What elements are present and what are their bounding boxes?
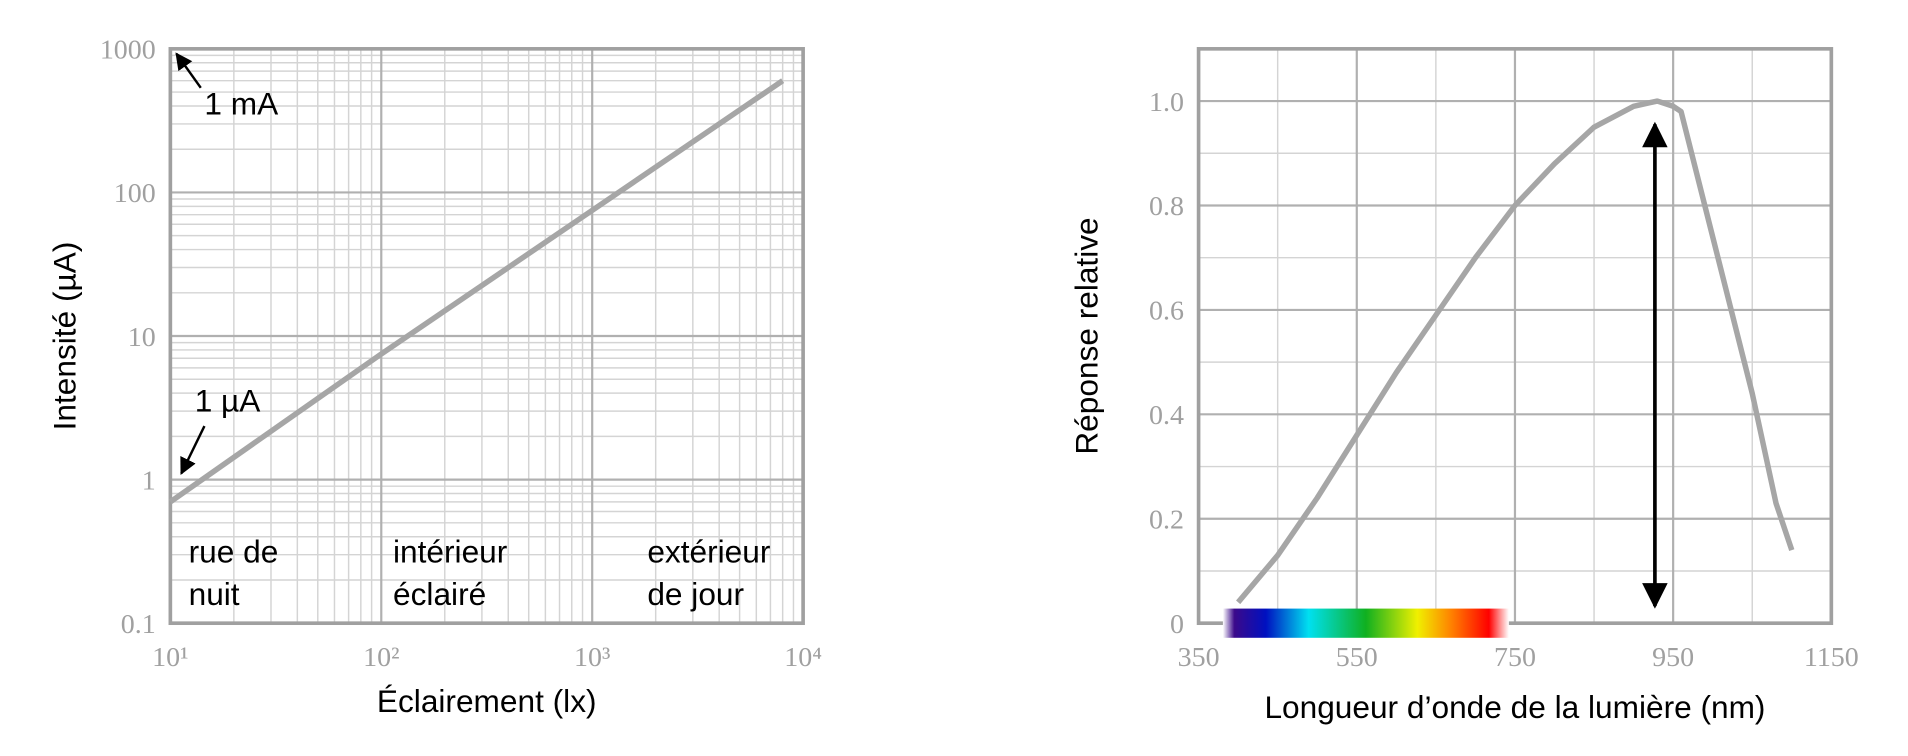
y-tick-label: 1 (142, 465, 156, 496)
region-label: extérieur (647, 533, 770, 569)
x-tick-label: 10³ (574, 642, 610, 673)
region-label: nuit (189, 576, 240, 612)
x-tick-label: 950 (1652, 642, 1694, 673)
region-label: de jour (647, 576, 744, 612)
y-tick-label: 1.0 (1149, 87, 1184, 118)
region-label: éclairé (393, 576, 486, 612)
x-tick-label: 1150 (1804, 642, 1859, 673)
arrow (175, 52, 202, 89)
x-tick-label: 750 (1494, 642, 1536, 673)
plot: 10¹ 10² 10³ 10⁴ 0.1 1 10 100 1000 Éclairement (lx… (46, 35, 822, 719)
y-tick-label: 0.4 (1149, 400, 1184, 431)
y-tick-label: 0.6 (1149, 296, 1184, 327)
plot-frame (1196, 47, 1834, 626)
data-line (168, 78, 785, 505)
chart-left: 10¹ 10² 10³ 10⁴ 0.1 1 10 100 1000 Éclairement (lx… (46, 35, 822, 719)
plot-frame (168, 47, 805, 626)
y-axis-label: Réponse relative (1069, 217, 1105, 454)
data-line (1236, 98, 1795, 605)
x-tick-label: 10¹ (152, 642, 188, 673)
x-axis-label: Longueur d’onde de la lumière (nm) (1264, 689, 1765, 725)
y-tick-label: 0.1 (121, 609, 156, 640)
arrow (180, 425, 206, 476)
x-axis-label: Éclairement (lx) (377, 683, 597, 719)
x-tick-label: 350 (1178, 642, 1220, 673)
annotation: 1 µA (195, 382, 262, 418)
y-axis-label: Intensité (µA) (46, 242, 82, 431)
annotation: 1 mA (204, 86, 279, 122)
region-label: rue de (189, 533, 279, 569)
x-tick-label: 10² (363, 642, 399, 673)
x-tick-label: 550 (1336, 642, 1378, 673)
y-tick-label: 100 (114, 178, 156, 209)
spectrum-bar (1222, 608, 1509, 638)
y-tick-label: 0.8 (1149, 191, 1184, 222)
y-tick-label: 1000 (100, 35, 156, 66)
x-tick-label: 10⁴ (784, 642, 822, 673)
region-label: intérieur (393, 533, 507, 569)
plot: 350 550 750 950 1150 0 0.2 0.4 0.6 0.8 1.0 Longueur… (1069, 47, 1859, 725)
y-tick-label: 0.2 (1149, 505, 1184, 536)
y-tick-label: 10 (128, 322, 156, 353)
y-tick-label: 0 (1170, 609, 1184, 640)
chart-right: 350 550 750 950 1150 0 0.2 0.4 0.6 0.8 1.0 Longueur… (1069, 47, 1859, 725)
